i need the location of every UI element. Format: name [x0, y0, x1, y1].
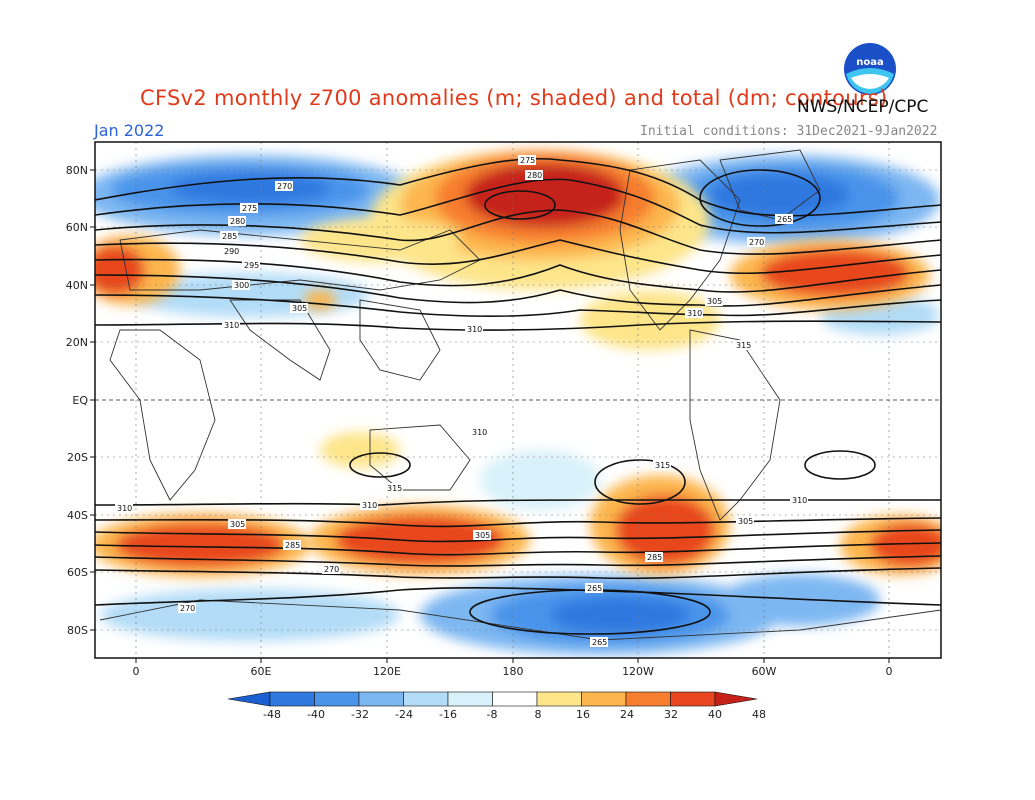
initial-conditions: Initial conditions: 31Dec2021-9Jan2022 — [640, 124, 938, 139]
contour-label: 305 — [738, 517, 753, 526]
contour-label: 310 — [792, 496, 807, 505]
lon-label: 60E — [250, 665, 272, 678]
colorbar-label: 32 — [664, 708, 678, 721]
lat-label: 20N — [65, 336, 88, 349]
forecast-month: Jan 2022 — [94, 121, 165, 140]
colorbar-swatch — [536, 691, 582, 707]
chart-title: CFSv2 monthly z700 anomalies (m; shaded)… — [140, 86, 888, 110]
contour-label: 265 — [587, 584, 602, 593]
lat-label: 60N — [65, 221, 88, 234]
contour-label: 310 — [117, 504, 132, 513]
contour-label: 275 — [242, 204, 257, 213]
contour-label: 310 — [687, 309, 702, 318]
colorbar-swatch — [581, 691, 627, 707]
contour-label: 310 — [362, 501, 377, 510]
lon-label: 60W — [751, 665, 777, 678]
colorbar-label: 40 — [708, 708, 722, 721]
lon-label: 120E — [373, 665, 401, 678]
colorbar-swatch — [492, 691, 538, 707]
lat-label: 80N — [65, 164, 88, 177]
contour-label: 285 — [285, 541, 300, 550]
noaa-logo-icon: noaa — [843, 42, 897, 96]
agency-credit: NWS/NCEP/CPC — [797, 97, 929, 117]
lon-label: 0 — [132, 665, 140, 678]
contour-label: 270 — [324, 565, 339, 574]
colorbar-swatch — [227, 691, 271, 707]
contour-label: 270 — [277, 182, 292, 191]
contour-label: 280 — [230, 217, 245, 226]
colorbar-swatch — [625, 691, 671, 707]
colorbar-label: 24 — [620, 708, 634, 721]
contour-label: 310 — [224, 321, 239, 330]
colorbar-label: 16 — [576, 708, 590, 721]
contour-labels: 270 275 280 285 290 295 300 305 310 275 … — [115, 155, 808, 647]
contour-label: 315 — [736, 341, 751, 350]
colorbar-swatch — [447, 691, 493, 707]
lat-label: 60S — [67, 566, 88, 579]
contour-label: 300 — [234, 281, 249, 290]
contour-label: 310 — [472, 428, 487, 437]
colorbar-label: -16 — [439, 708, 457, 721]
contour-label: 305 — [230, 520, 245, 529]
contour-label: 295 — [244, 261, 259, 270]
contour-label: 305 — [292, 304, 307, 313]
colorbar-swatch — [403, 691, 449, 707]
contour-label: 265 — [592, 638, 607, 647]
lat-label: EQ — [72, 394, 88, 407]
contour-label: 315 — [655, 461, 670, 470]
contour-label: 310 — [467, 325, 482, 334]
contour-label: 305 — [707, 297, 722, 306]
colorbar-label: 48 — [752, 708, 766, 721]
lat-label: 20S — [67, 451, 88, 464]
contour-label: 270 — [180, 604, 195, 613]
lat-label: 80S — [67, 624, 88, 637]
contour-label: 285 — [222, 232, 237, 241]
colorbar-swatch — [358, 691, 404, 707]
colorbar-label: -48 — [263, 708, 281, 721]
contour-label: 285 — [647, 553, 662, 562]
contour-label: 305 — [475, 531, 490, 540]
contour-label: 270 — [749, 238, 764, 247]
lat-label: 40N — [65, 279, 88, 292]
colorbar-label: -24 — [395, 708, 413, 721]
contour-label: 265 — [777, 215, 792, 224]
colorbar-label: -32 — [351, 708, 369, 721]
colorbar-label: -8 — [486, 708, 498, 721]
lon-label: 120W — [622, 665, 654, 678]
contour-label: 280 — [527, 171, 542, 180]
lon-label: 180 — [502, 665, 524, 678]
lat-label: 40S — [67, 509, 88, 522]
lon-label: 0 — [885, 665, 893, 678]
colorbar-label: 8 — [534, 708, 542, 721]
contour-label: 275 — [520, 156, 535, 165]
colorbar-swatch — [269, 691, 315, 707]
contour-label: 290 — [224, 247, 239, 256]
colorbar-swatch — [714, 691, 758, 707]
colorbar-swatch — [670, 691, 716, 707]
svg-text:noaa: noaa — [856, 57, 884, 68]
height-contours — [95, 157, 941, 635]
colorbar-swatch — [314, 691, 360, 707]
colorbar-label: -40 — [307, 708, 325, 721]
contour-label: 315 — [387, 484, 402, 493]
